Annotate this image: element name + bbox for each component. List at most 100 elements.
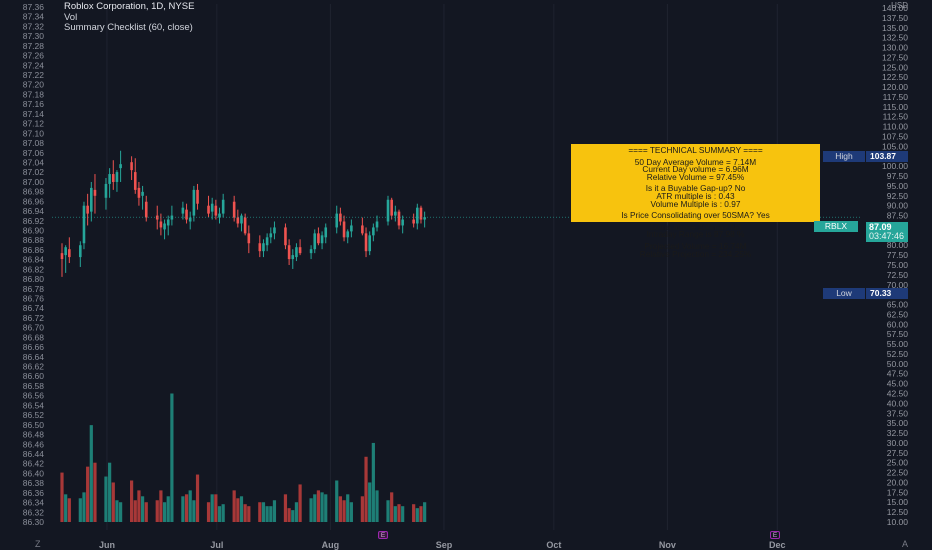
candle-body (342, 221, 346, 238)
currency-label[interactable]: USD (891, 1, 908, 10)
candle-body (210, 203, 214, 212)
volume-bar (346, 494, 350, 522)
candle-body (291, 255, 295, 260)
left-axis-tick: 87.14 (23, 109, 45, 119)
candle-body (309, 249, 313, 254)
candle-body (390, 199, 393, 216)
candle-body (192, 189, 196, 216)
high-marker-label: High (823, 151, 865, 162)
candle-body (181, 207, 185, 214)
candle-body (93, 189, 97, 196)
left-axis-tick: 86.74 (23, 303, 45, 313)
left-axis-tick: 86.34 (23, 498, 45, 508)
volume-bar (316, 490, 321, 522)
right-axis-tick: 105.00 (882, 141, 908, 151)
right-axis-tick: 55.00 (887, 339, 909, 349)
left-axis-tick: 86.42 (23, 459, 45, 469)
candle-body (419, 207, 423, 220)
volume-bar (166, 496, 170, 522)
upcoming-earnings-marker[interactable]: E (770, 531, 780, 539)
left-axis-tick: 86.38 (23, 478, 45, 488)
volume-bar (188, 490, 192, 522)
summary-line: 50ma above 200ma? No (650, 221, 741, 232)
candle-body (335, 213, 339, 228)
candle-body (243, 217, 247, 234)
left-axis-tick: 87.10 (23, 128, 45, 138)
volume-bar (349, 502, 353, 522)
left-axis-tick: 86.50 (23, 420, 45, 430)
left-axis-tick: 87.32 (23, 21, 45, 31)
symbol-title[interactable]: Roblox Corporation, 1D, NYSE (64, 1, 195, 12)
right-axis-tick: 132.50 (882, 33, 908, 43)
candle-body (361, 225, 364, 234)
left-axis-tick: 87.08 (23, 138, 45, 148)
volume-bar (364, 456, 368, 522)
volume-bar (324, 494, 328, 522)
candle-body (350, 225, 353, 232)
volume-bar (162, 502, 167, 522)
volume-bar (214, 494, 218, 522)
volume-bar (78, 498, 82, 522)
left-axis-tick: 87.20 (23, 80, 45, 90)
volume-bar (104, 476, 108, 522)
candle-body (185, 209, 188, 220)
candle-body (64, 247, 67, 256)
right-axis-tick: 92.50 (887, 191, 909, 201)
candle-body (397, 211, 401, 226)
right-axis-tick: 47.50 (887, 369, 909, 379)
right-axis-tick: 65.00 (887, 300, 909, 310)
volume-bar (386, 500, 390, 522)
volume-bar (239, 496, 244, 522)
left-axis-tick: 86.88 (23, 235, 45, 245)
candle-body (104, 183, 108, 198)
volume-indicator-label[interactable]: Vol (64, 11, 78, 23)
right-axis-tick: 50.00 (887, 359, 909, 369)
left-axis-tick: 86.30 (23, 517, 45, 527)
candle-body (111, 174, 115, 182)
left-axis-tick: 87.30 (23, 31, 45, 41)
candle-body (262, 243, 265, 252)
summary-indicator-label[interactable]: Summary Checklist (60, close) (64, 22, 193, 33)
x-axis-label: Aug (322, 540, 340, 550)
candle-body (159, 221, 163, 228)
volume-bar (64, 494, 68, 522)
candle-body (79, 245, 82, 258)
volume-bar (108, 462, 112, 522)
zoom-reset-icon[interactable]: Z (35, 539, 41, 549)
right-axis-tick: 107.50 (882, 132, 908, 142)
volume-bar (236, 498, 240, 522)
left-axis-tick: 87.22 (23, 70, 45, 80)
volume-bar (115, 500, 119, 522)
candle-body (163, 223, 166, 230)
right-axis-tick: 112.50 (883, 112, 909, 122)
candle-body (298, 247, 302, 254)
right-axis-tick: 37.50 (887, 408, 909, 418)
candle-body (423, 217, 426, 220)
candle-body (412, 219, 415, 224)
earnings-event-marker[interactable]: E (378, 531, 388, 539)
auto-scale-icon[interactable]: A (902, 539, 909, 549)
volume-bar (111, 482, 115, 522)
volume-bar (144, 502, 148, 522)
right-axis-tick: 80.00 (887, 240, 909, 250)
summary-line: Is Price Consolidating over 50SMA? Yes (621, 210, 770, 221)
candle-body (207, 205, 210, 214)
summary-line: Is it a Buyable Gap-up? No (645, 183, 746, 194)
volume-bar (375, 490, 379, 522)
candle-body (372, 227, 375, 236)
right-axis-tick: 137.50 (882, 13, 908, 23)
right-axis-tick: 25.00 (887, 458, 909, 468)
candle-body (137, 187, 141, 198)
left-axis-tick: 86.36 (23, 488, 45, 498)
left-axis-tick: 86.76 (23, 294, 45, 304)
candle-body (141, 191, 144, 196)
left-axis-tick: 87.06 (23, 148, 45, 158)
volume-bar (423, 502, 427, 522)
volume-bar (294, 502, 299, 522)
right-axis-tick: 95.00 (887, 181, 909, 191)
volume-bar (287, 508, 291, 522)
volume-bar (221, 504, 225, 522)
candle-body (119, 164, 122, 169)
